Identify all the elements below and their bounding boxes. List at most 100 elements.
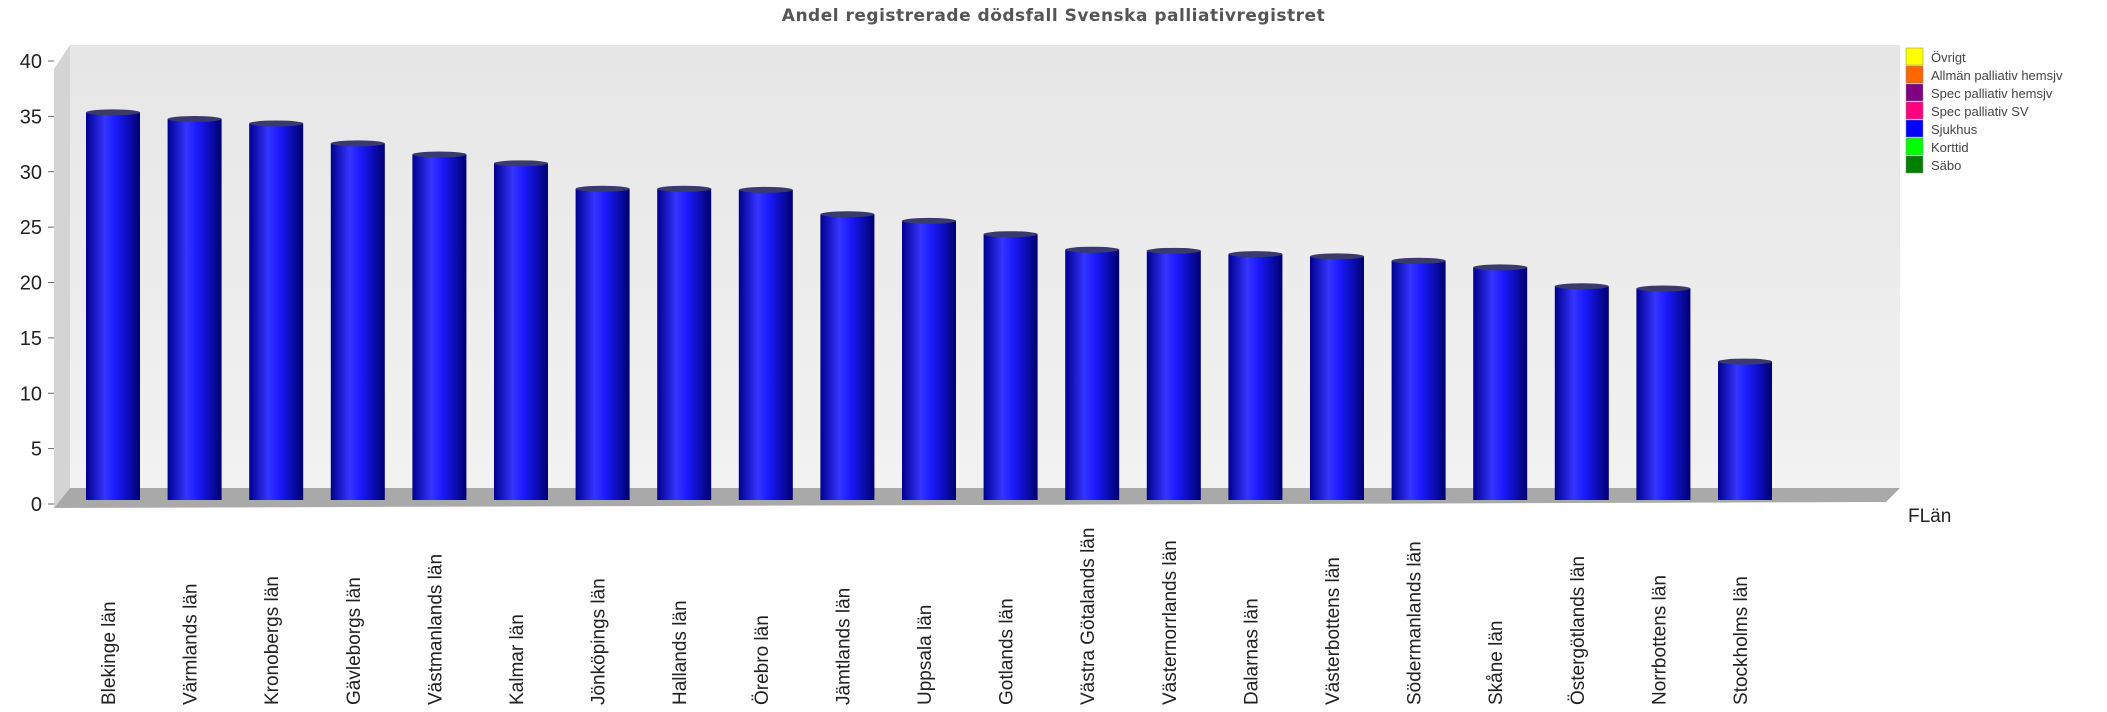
legend-swatch bbox=[1905, 65, 1924, 84]
legend-label: Övrigt bbox=[1931, 50, 1966, 65]
x-tick-label: Norrbottens län bbox=[1649, 575, 1670, 705]
x-tick-label: Örebro län bbox=[752, 615, 773, 705]
y-tick-label: 15 bbox=[20, 328, 42, 350]
bar-body bbox=[1636, 288, 1691, 500]
bar-cap bbox=[249, 120, 304, 127]
bar-body bbox=[1065, 249, 1120, 500]
bar bbox=[575, 185, 630, 501]
x-tick-label: Jönköpings län bbox=[589, 578, 610, 705]
bar bbox=[330, 140, 385, 500]
bar-cap bbox=[575, 185, 630, 192]
bar-cap bbox=[1391, 257, 1446, 264]
legend-label: Korttid bbox=[1931, 140, 1969, 155]
x-tick-label: Kronobergs län bbox=[262, 576, 283, 705]
bar bbox=[412, 151, 467, 500]
bar-cap bbox=[738, 186, 793, 193]
bar-cap bbox=[1146, 247, 1201, 254]
x-tick-label: Östergötlands län bbox=[1568, 556, 1589, 705]
bar bbox=[820, 211, 875, 500]
bar bbox=[1310, 253, 1364, 500]
legend-label: Sjukhus bbox=[1931, 122, 1978, 137]
bar bbox=[1554, 283, 1609, 500]
legend-label: Spec palliativ hemsjv bbox=[1931, 86, 2053, 101]
bar-cap bbox=[983, 231, 1038, 238]
legend-swatch bbox=[1905, 47, 1924, 66]
x-tick-label: Uppsala län bbox=[915, 605, 936, 705]
bar-body bbox=[1718, 361, 1772, 500]
bar-cap bbox=[902, 217, 956, 224]
bar-body bbox=[657, 188, 712, 501]
y-tick-label: 20 bbox=[20, 273, 42, 295]
bar-cap bbox=[1636, 285, 1691, 292]
legend-swatch bbox=[1905, 119, 1924, 138]
bar-cap bbox=[167, 116, 222, 123]
bar-cap bbox=[86, 109, 140, 116]
y-tick-label: 35 bbox=[20, 106, 42, 128]
y-tick-label: 10 bbox=[20, 383, 42, 405]
y-tick-label: 40 bbox=[20, 51, 42, 73]
bar-cap bbox=[657, 185, 712, 192]
x-tick-label: Västernorrlands län bbox=[1160, 540, 1181, 705]
bar bbox=[86, 109, 140, 500]
y-tick-label: 5 bbox=[31, 439, 42, 461]
bar bbox=[1228, 251, 1283, 500]
bar-cap bbox=[1554, 283, 1609, 290]
x-tick-label: Gotlands län bbox=[997, 598, 1018, 705]
bar bbox=[1473, 264, 1528, 500]
x-tick-label: Skåne län bbox=[1486, 620, 1507, 705]
bar bbox=[902, 217, 956, 500]
x-tick-label: Stockholms län bbox=[1731, 576, 1752, 705]
y-tick-label: 0 bbox=[31, 494, 42, 516]
bar bbox=[249, 120, 304, 500]
bar-body bbox=[86, 112, 140, 500]
bar bbox=[1718, 358, 1772, 500]
bar-body bbox=[1391, 260, 1446, 500]
bar bbox=[657, 185, 712, 501]
x-tick-label: Kalmar län bbox=[507, 614, 528, 705]
bar bbox=[1391, 257, 1446, 500]
legend-swatch bbox=[1905, 83, 1924, 102]
bar-cap bbox=[820, 211, 875, 218]
x-tick-label: Blekinge län bbox=[99, 601, 120, 705]
x-axis-label: FLän bbox=[1908, 506, 1951, 527]
bar-body bbox=[1310, 256, 1364, 500]
bar-body bbox=[983, 234, 1038, 500]
legend-label: Allmän palliativ hemsjv bbox=[1931, 68, 2063, 83]
bar-body bbox=[902, 220, 956, 500]
chart-title: Andel registrerade dödsfall Svenska pall… bbox=[781, 6, 1326, 26]
bar-body bbox=[1554, 286, 1609, 500]
bar-body bbox=[494, 163, 548, 500]
bar-body bbox=[1146, 250, 1201, 500]
legend-swatch bbox=[1905, 137, 1924, 156]
x-tick-label: Jämtlands län bbox=[833, 588, 854, 705]
x-tick-label: Gävleborgs län bbox=[344, 577, 365, 705]
side-wall bbox=[54, 45, 70, 508]
x-tick-label: Västmanlands län bbox=[425, 554, 446, 705]
bar-cap bbox=[330, 140, 385, 147]
x-tick-label: Västerbottens län bbox=[1323, 557, 1344, 705]
x-tick-label: Södermanlands län bbox=[1405, 541, 1426, 705]
x-tick-label: Hallands län bbox=[670, 600, 691, 705]
x-tick-label: Västra Götalands län bbox=[1078, 528, 1099, 705]
bar-cap bbox=[1065, 246, 1120, 253]
bar-body bbox=[575, 188, 630, 501]
bar-cap bbox=[1310, 253, 1364, 260]
bar-body bbox=[820, 214, 875, 500]
legend-label: Säbo bbox=[1931, 158, 1961, 173]
x-tick-label: Värmlands län bbox=[181, 584, 202, 705]
y-tick-label: 25 bbox=[20, 217, 42, 239]
bar bbox=[1636, 285, 1691, 500]
bar bbox=[1065, 246, 1120, 500]
x-tick-label: Dalarnas län bbox=[1241, 598, 1262, 705]
bar-body bbox=[1228, 254, 1283, 500]
bar-cap bbox=[494, 160, 548, 167]
bar-cap bbox=[1473, 264, 1528, 271]
bar-body bbox=[167, 119, 222, 501]
bar-cap bbox=[412, 151, 467, 158]
bar bbox=[167, 116, 222, 501]
bar bbox=[1146, 247, 1201, 500]
bar-cap bbox=[1228, 251, 1283, 258]
bar bbox=[983, 231, 1038, 500]
bar-body bbox=[412, 154, 467, 500]
